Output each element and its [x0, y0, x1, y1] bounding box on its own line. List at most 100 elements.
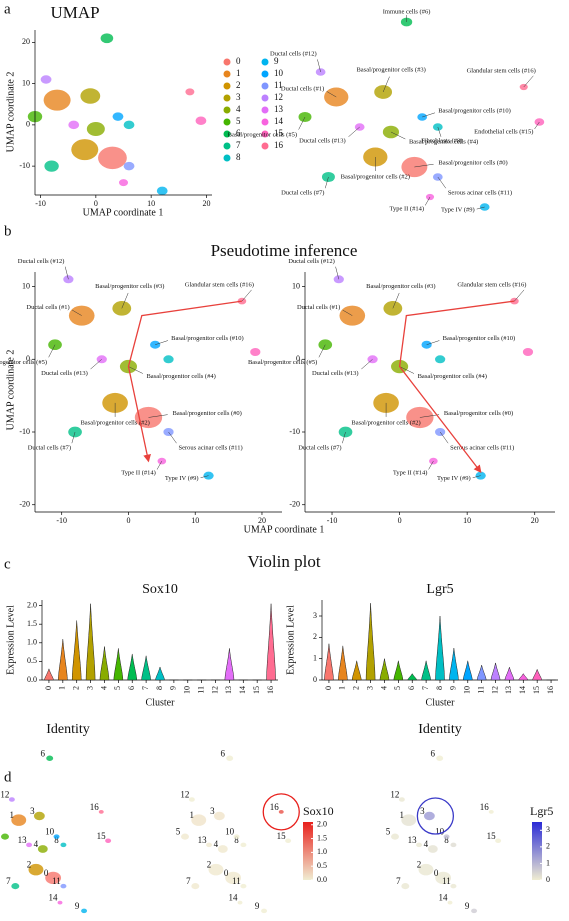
- cluster-number: 12: [180, 790, 189, 800]
- cluster-annotation: Glandular stem cells (#16): [457, 282, 526, 289]
- legend-label: 15: [274, 128, 284, 138]
- cluster-annotation: Glandular stem cells (#16): [467, 67, 536, 74]
- y-tick-label: 0.5: [27, 656, 37, 665]
- cluster-points: [26, 842, 33, 848]
- cluster-points: [261, 908, 268, 914]
- leader-line: [326, 91, 337, 98]
- cluster-number: 13: [18, 835, 28, 845]
- cluster-number: 16: [270, 802, 280, 812]
- legend-label: 9: [274, 56, 279, 66]
- cluster-points: [68, 120, 80, 130]
- cluster-points: [217, 845, 228, 853]
- x-tick-label: 7: [141, 686, 150, 690]
- y-tick-label: 2: [313, 632, 317, 641]
- cluster-annotation: Basal/progenitor cells (#4): [146, 373, 215, 380]
- highlight-circle: [416, 797, 455, 835]
- trajectory: [127, 300, 243, 463]
- violin: [365, 603, 376, 681]
- cluster-points: [237, 900, 243, 905]
- cluster-number: 9: [255, 901, 260, 911]
- leader-line: [439, 431, 449, 444]
- y-axis-title: Expression Level: [5, 605, 16, 675]
- cluster-number: 9: [75, 901, 80, 911]
- cluster-points: [450, 883, 457, 889]
- cluster-annotation: Basal/progenitor cells (#2): [351, 419, 420, 426]
- cluster-points: [57, 900, 63, 905]
- cluster-points: [278, 809, 284, 814]
- cluster-number: 5: [176, 827, 181, 837]
- colorbar-tick-label: 0.5: [317, 861, 327, 870]
- cluster-points: [233, 834, 240, 839]
- legend-label: 14: [274, 116, 284, 126]
- cluster-number: 7: [186, 876, 191, 886]
- y-tick-label: -10: [19, 427, 30, 436]
- leader-line: [72, 309, 82, 316]
- cluster-annotation: Basal/progenitor cells (#10): [443, 335, 516, 342]
- cluster-annotation: Fibroblasts (#8): [421, 137, 462, 144]
- panel-title: Identity: [46, 722, 90, 737]
- trajectory: [398, 300, 515, 474]
- x-tick-label: 10: [147, 199, 155, 208]
- cluster-points: [98, 809, 104, 814]
- cluster-points: [450, 842, 457, 848]
- y-tick-label: 1.5: [27, 619, 37, 628]
- cluster-points: [401, 883, 410, 890]
- legend-swatch: [261, 130, 269, 138]
- cluster-points: [181, 833, 189, 840]
- cluster-number: 8: [444, 835, 449, 845]
- leader-line: [390, 131, 406, 140]
- cluster-points: [150, 340, 161, 349]
- cluster-annotation: Ductal cells (#1): [281, 85, 324, 92]
- cluster-points: [398, 797, 405, 802]
- panel-label: d: [4, 769, 12, 785]
- violin: [266, 603, 276, 681]
- cluster-number: 7: [6, 876, 11, 886]
- cluster-annotation: Basal/progenitor cells (#5): [248, 359, 317, 366]
- cluster-number: 0: [44, 868, 49, 878]
- legend-swatch: [261, 70, 269, 78]
- cluster-annotation: Serous acinar cells (#11): [450, 444, 514, 451]
- colorbar-tick-label: 0.0: [317, 875, 327, 884]
- cluster-number: 5: [386, 827, 391, 837]
- cluster-points: [429, 457, 438, 465]
- leader-line: [437, 126, 442, 137]
- cluster-annotation: Basal/progenitor cells (#0): [444, 410, 513, 417]
- x-tick-label: 10: [463, 686, 472, 694]
- x-tick-label: 16: [266, 686, 275, 694]
- x-tick-label: 0: [324, 686, 333, 690]
- cluster-points: [119, 179, 128, 187]
- legend-label: 11: [274, 80, 283, 90]
- x-tick-label: 4: [99, 686, 108, 690]
- violin: [518, 673, 529, 681]
- cluster-points: [33, 811, 45, 821]
- panel-title: Pseudotime inference: [211, 241, 358, 260]
- cluster-points: [28, 863, 44, 876]
- panel-label: c: [4, 556, 11, 572]
- cluster-points: [443, 834, 450, 839]
- colorbar: [303, 822, 313, 880]
- legend-label: 12: [274, 92, 283, 102]
- leader-line: [437, 176, 447, 189]
- legend-swatch: [261, 106, 269, 114]
- cluster-points: [46, 755, 54, 761]
- cluster-number: 3: [210, 806, 215, 816]
- x-tick-label: 9: [449, 686, 458, 690]
- leader-line: [71, 431, 76, 444]
- panel-title: Violin plot: [247, 552, 320, 571]
- violin: [324, 643, 334, 681]
- leader-line: [514, 289, 525, 302]
- cluster-number: 5: [0, 827, 1, 837]
- cluster-points: [206, 842, 213, 848]
- x-tick-label: 15: [532, 686, 541, 694]
- leader-line: [128, 366, 143, 374]
- cluster-points: [471, 908, 478, 914]
- cluster-points: [112, 112, 124, 121]
- leader-line: [317, 59, 321, 73]
- cluster-number: 6: [40, 748, 45, 758]
- violin: [463, 660, 473, 681]
- violin: [504, 666, 515, 681]
- x-tick-label: 9: [169, 686, 178, 690]
- violin: [58, 639, 68, 681]
- x-tick-label: 6: [127, 686, 136, 690]
- leader-line: [419, 414, 440, 418]
